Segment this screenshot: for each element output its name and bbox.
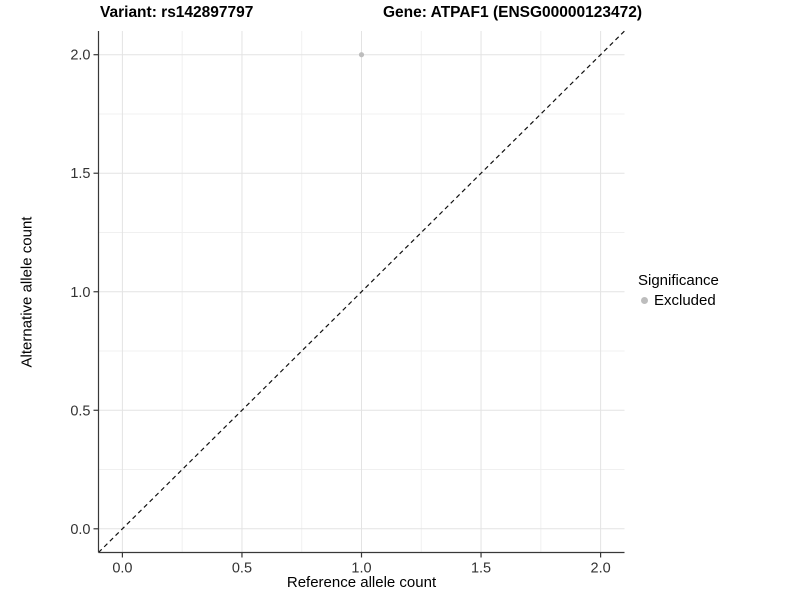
x-axis-title: Reference allele count: [286, 574, 437, 591]
x-tick-label: 2.0: [591, 561, 611, 577]
legend-item-excluded: Excluded: [638, 292, 719, 309]
y-tick-label: 1.0: [70, 285, 90, 301]
data-point: [358, 52, 365, 58]
x-tick-label: 0.0: [112, 561, 132, 577]
x-tick-label: 0.5: [232, 561, 252, 577]
y-tick-label: 1.5: [70, 166, 90, 182]
variant-title: Variant: rs142897797: [100, 4, 254, 21]
legend-title: Significance: [638, 272, 719, 289]
y-axis-title: Alternative allele count: [18, 216, 36, 368]
legend-item-label: Excluded: [654, 292, 716, 309]
x-tick-label: 1.5: [471, 561, 491, 577]
identity-line: [98, 30, 625, 553]
y-tick-label: 0.0: [70, 522, 90, 538]
y-tick-label: 0.5: [70, 403, 90, 419]
y-tick-label: 2.0: [70, 48, 90, 64]
legend: Significance Excluded: [638, 272, 719, 309]
x-tick-label: 1.0: [351, 561, 371, 577]
gene-title: Gene: ATPAF1 (ENSG00000123472): [383, 4, 643, 21]
excluded-point-swatch: [641, 297, 648, 304]
